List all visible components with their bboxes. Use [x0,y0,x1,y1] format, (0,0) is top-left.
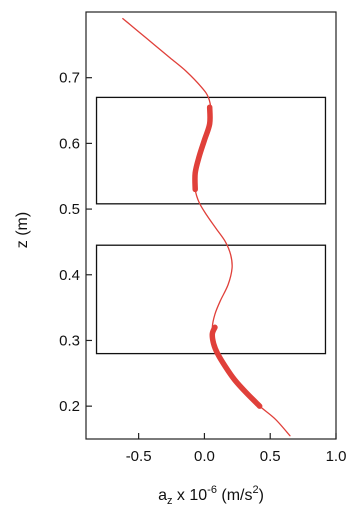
y-tick-label-4: 0.5 [59,201,80,218]
y-axis: 0.2 0.3 0.4 0.5 0.6 0.7 [59,70,92,415]
y-tick-label-6: 0.7 [59,70,80,87]
x-tick-label-3: 0.5 [260,448,281,465]
highlight-segment-1 [192,104,213,193]
x-tick-label-4: 1.0 [326,448,347,465]
x-tick-label-2: 0.0 [194,448,215,465]
x-axis-label: az x 10-6 (m/s2) [158,484,264,507]
y-tick-label-2: 0.3 [59,332,80,349]
y-axis-label: z (m) [14,212,31,248]
region-boxes [95,96,327,355]
x-tick-label-1: -0.5 [126,448,152,465]
plot-frame [85,11,337,440]
region-box-1 [95,96,327,205]
y-tick-label-5: 0.6 [59,135,80,152]
series-line-1 [122,17,291,437]
curve-layer [122,17,291,437]
y-tick-label-3: 0.4 [59,267,80,284]
x-axis: -0.5 0.0 0.5 1.0 [126,433,347,465]
y-tick-label-1: 0.2 [59,398,80,415]
highlight-segment-2 [209,324,263,409]
region-box-2 [95,244,327,355]
